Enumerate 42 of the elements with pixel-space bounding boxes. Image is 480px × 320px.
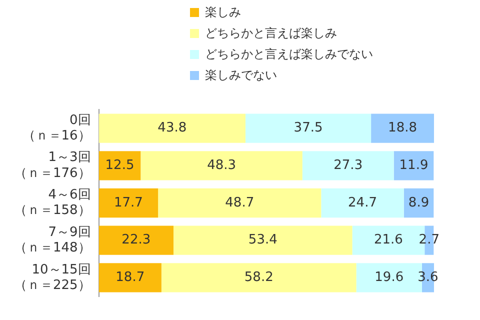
data-label: 17.7	[114, 195, 143, 210]
bar	[140, 151, 302, 180]
y-tick-label: 7～9回（ｎ＝148）	[14, 224, 91, 256]
legend-label: 楽しみ	[205, 4, 241, 21]
data-label: 21.6	[374, 232, 403, 248]
data-label: 37.5	[294, 120, 323, 136]
data-label: 48.7	[225, 195, 254, 210]
bar	[161, 263, 356, 292]
data-label: 18.8	[388, 120, 417, 136]
data-label: 11.9	[399, 158, 428, 174]
data-label: 3.6	[418, 270, 438, 286]
data-label: 48.3	[207, 158, 236, 174]
bar	[158, 188, 322, 218]
data-label: 24.7	[348, 195, 377, 210]
data-label: 27.3	[334, 158, 363, 174]
bar	[371, 114, 434, 143]
legend-label: 楽しみでない	[205, 67, 277, 84]
data-label: 8.9	[408, 195, 430, 210]
data-label: 22.3	[122, 232, 151, 248]
data-label: 43.8	[158, 120, 187, 136]
bar	[245, 114, 372, 143]
data-label: 18.7	[116, 270, 145, 286]
bar	[173, 226, 352, 255]
bar	[98, 226, 174, 255]
data-label: 58.2	[244, 270, 274, 286]
y-tick-label: 4～6回（ｎ＝158）	[14, 188, 91, 218]
bar	[98, 114, 246, 143]
data-label: 12.5	[105, 158, 134, 174]
bar	[302, 151, 394, 180]
data-label: 19.6	[374, 270, 404, 286]
bar	[98, 151, 141, 180]
data-label: 53.4	[248, 232, 278, 248]
legend-label: どちらかと言えば楽しみ	[205, 25, 337, 42]
bar	[394, 151, 434, 180]
data-label: 2.7	[418, 232, 440, 248]
y-tick-label: 10～15回（ｎ＝225）	[14, 262, 91, 293]
bar	[98, 188, 158, 218]
y-tick-label: 1～3回（ｎ＝176）	[14, 150, 91, 181]
bar	[321, 188, 404, 218]
y-tick-label: 0回（ｎ＝16）	[22, 112, 91, 144]
legend-label: どちらかと言えば楽しみでない	[205, 46, 373, 63]
bar	[98, 263, 162, 292]
